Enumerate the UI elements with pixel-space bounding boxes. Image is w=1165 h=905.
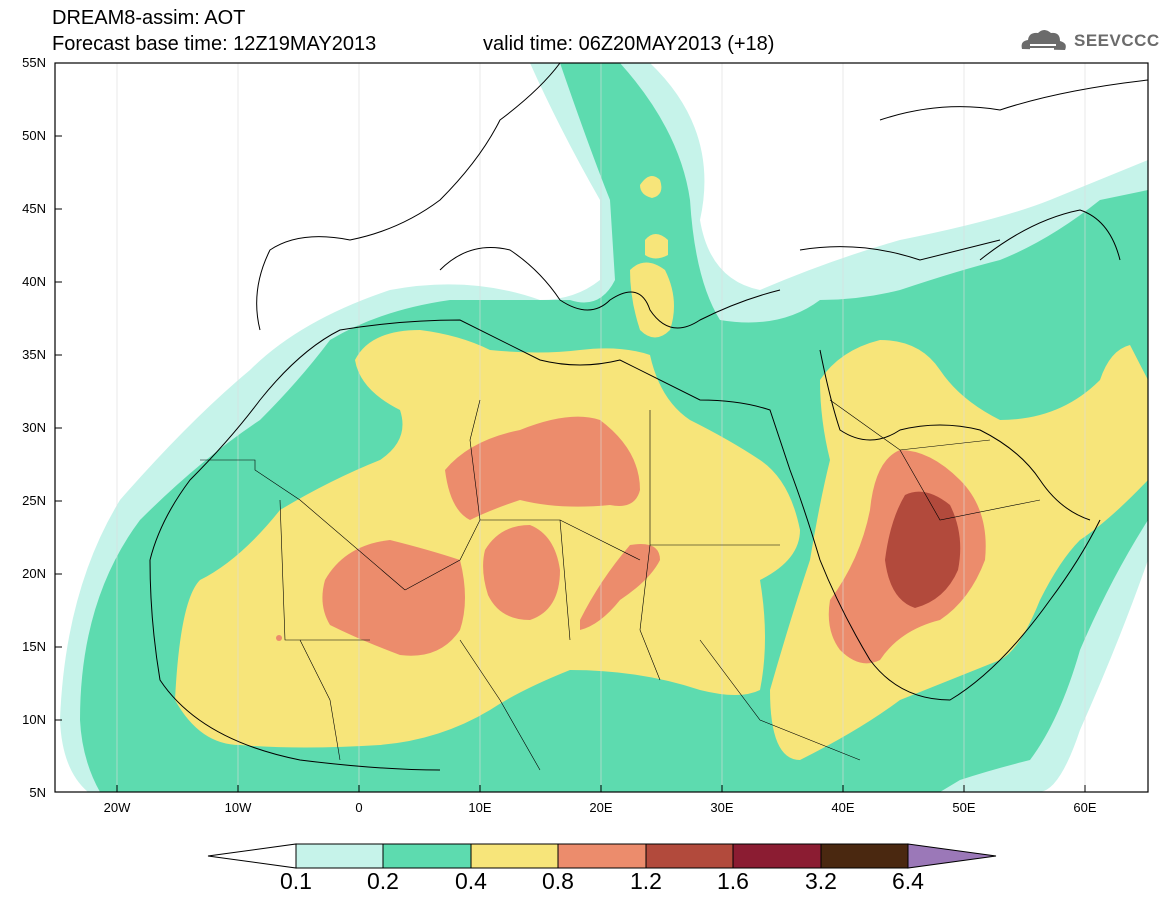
axis-ticks	[55, 62, 1086, 792]
aot-contour-0.4-sahara	[175, 330, 800, 748]
lon-label-10e: 10E	[468, 800, 492, 815]
logo-text: SEEVCCC	[1074, 31, 1160, 50]
lon-label-10w: 10W	[224, 800, 252, 815]
lon-label-20w: 20W	[103, 800, 131, 815]
colorbar-label-0.1: 0.1	[280, 868, 312, 894]
lat-label-35n: 35N	[22, 347, 46, 362]
aot-contour-0.4-balkans	[640, 176, 662, 198]
coastlines	[149, 63, 1148, 771]
lon-label-40e: 40E	[831, 800, 855, 815]
aot-contour-0.8-chad	[580, 544, 660, 630]
aot-contour-0.8-libya	[445, 416, 640, 520]
colorbar-label-0.2: 0.2	[367, 868, 399, 894]
forecast-base-time: Forecast base time: 12Z19MAY2013	[52, 33, 377, 55]
lat-label-30n: 30N	[22, 420, 46, 435]
lat-label-20n: 20N	[22, 566, 46, 581]
lat-label-50n: 50N	[22, 128, 46, 143]
seevccc-logo-icon	[1021, 30, 1066, 50]
lat-label-5n: 5N	[29, 785, 46, 800]
lon-label-30e: 30E	[710, 800, 734, 815]
colorbar-label-0.4: 0.4	[455, 868, 487, 894]
lat-label-40n: 40N	[22, 274, 46, 289]
lat-label-15n: 15N	[22, 639, 46, 654]
aot-contour-1.2-arabia	[885, 491, 961, 608]
lon-label-0: 0	[355, 800, 363, 815]
lat-label-25n: 25N	[22, 493, 46, 508]
valid-time: valid time: 06Z20MAY2013 (+18)	[483, 33, 775, 55]
aot-contour-0.8-niger	[483, 525, 560, 620]
colorbar-label-1.6: 1.6	[717, 868, 749, 894]
borders	[200, 399, 1041, 771]
colorbar-label-1.2: 1.2	[630, 868, 662, 894]
colorbar-label-6.4: 6.4	[892, 868, 924, 894]
lat-label-45n: 45N	[22, 201, 46, 216]
aot-contour-0.4-greece	[630, 262, 674, 338]
lat-label-10n: 10N	[22, 712, 46, 727]
colorbar-label-0.8: 0.8	[542, 868, 574, 894]
map-title: DREAM8-assim: AOT	[52, 7, 246, 29]
aot-contour-0.8-mali	[322, 540, 465, 656]
lon-label-60e: 60E	[1073, 800, 1097, 815]
lon-label-50e: 50E	[952, 800, 976, 815]
lat-label-55n: 55N	[22, 55, 46, 70]
lon-label-20e: 20E	[589, 800, 613, 815]
colorbar-label-3.2: 3.2	[805, 868, 837, 894]
